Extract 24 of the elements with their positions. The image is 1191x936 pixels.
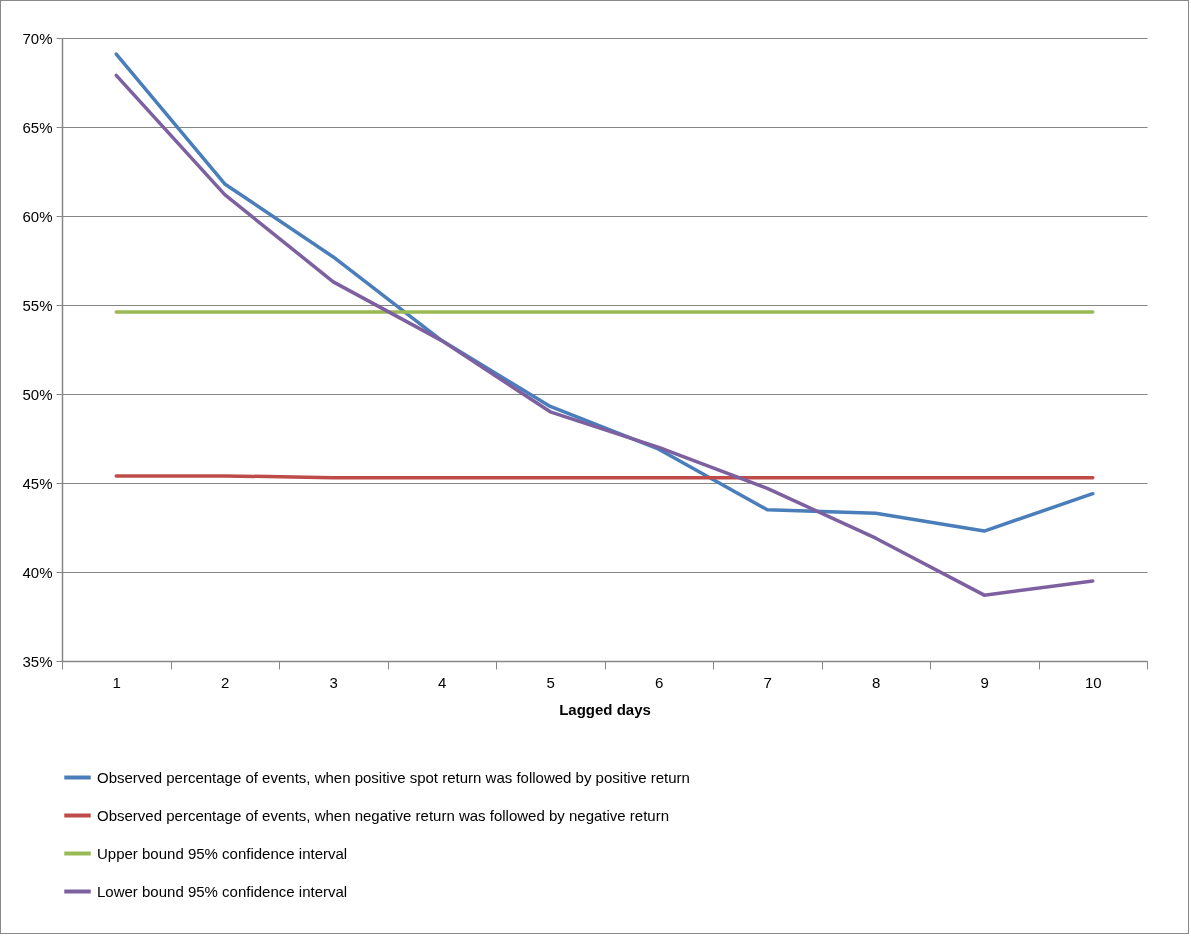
line-series [114,73,1095,597]
y-tick-label: 65% [22,118,53,136]
y-tick-label: 70% [22,29,53,47]
x-tick-label: 3 [329,673,338,691]
x-tick-label: 9 [980,673,989,691]
y-tick-label: 60% [22,207,53,225]
x-tick-label: 4 [438,673,447,691]
legend-label: Upper bound 95% confidence interval [97,844,348,862]
y-tick-label: 35% [22,652,53,670]
x-tick-label: 10 [1084,673,1102,691]
y-tick-label: 40% [22,563,53,581]
y-tick-label: 55% [22,296,53,314]
legend-label: Observed percentage of events, when negative return was followed by negative return [97,806,670,824]
x-tick-label: 2 [221,673,230,691]
legend-label: Observed percentage of events, when positive spot return was followed by positive return [97,768,690,786]
y-tick-label: 50% [22,385,53,403]
x-tick-label: 6 [655,673,664,691]
x-axis-title: Lagged days [559,700,651,718]
x-tick-label: 1 [112,673,121,691]
x-tick-label: 8 [872,673,881,691]
x-tick-label: 7 [763,673,772,691]
x-tick-label: 5 [546,673,555,691]
y-tick-label: 45% [22,474,53,492]
legend-label: Lower bound 95% confidence interval [97,882,348,900]
